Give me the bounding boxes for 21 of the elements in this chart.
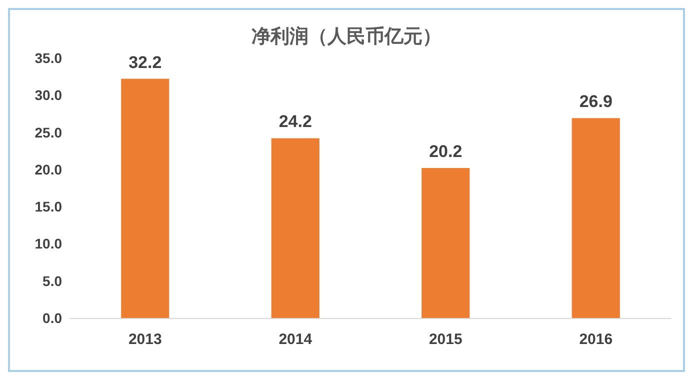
bar xyxy=(271,138,320,318)
x-tick-label: 2015 xyxy=(428,331,462,348)
bar xyxy=(121,78,170,318)
x-tick-label: 2014 xyxy=(278,331,313,348)
data-label: 20.2 xyxy=(429,142,462,161)
data-label: 26.9 xyxy=(579,92,612,112)
bar xyxy=(572,118,620,318)
data-label: 24.2 xyxy=(278,112,312,132)
y-tick-label: 25.0 xyxy=(34,124,62,140)
x-tick-label: 2013 xyxy=(128,331,162,348)
y-tick-label: 10.0 xyxy=(34,236,62,252)
y-tick-label: 15.0 xyxy=(34,198,62,215)
x-tick-label: 2016 xyxy=(579,331,613,348)
data-label: 32.2 xyxy=(128,52,162,72)
y-tick-label: 30.0 xyxy=(34,87,62,104)
y-tick-label: 35.0 xyxy=(34,50,62,66)
chart-title: 净利润（人民币亿元） xyxy=(252,26,442,48)
y-tick-label: 0.0 xyxy=(42,310,62,326)
y-tick-label: 5.0 xyxy=(42,272,62,289)
bar xyxy=(422,168,470,318)
y-tick-label: 20.0 xyxy=(34,161,62,178)
